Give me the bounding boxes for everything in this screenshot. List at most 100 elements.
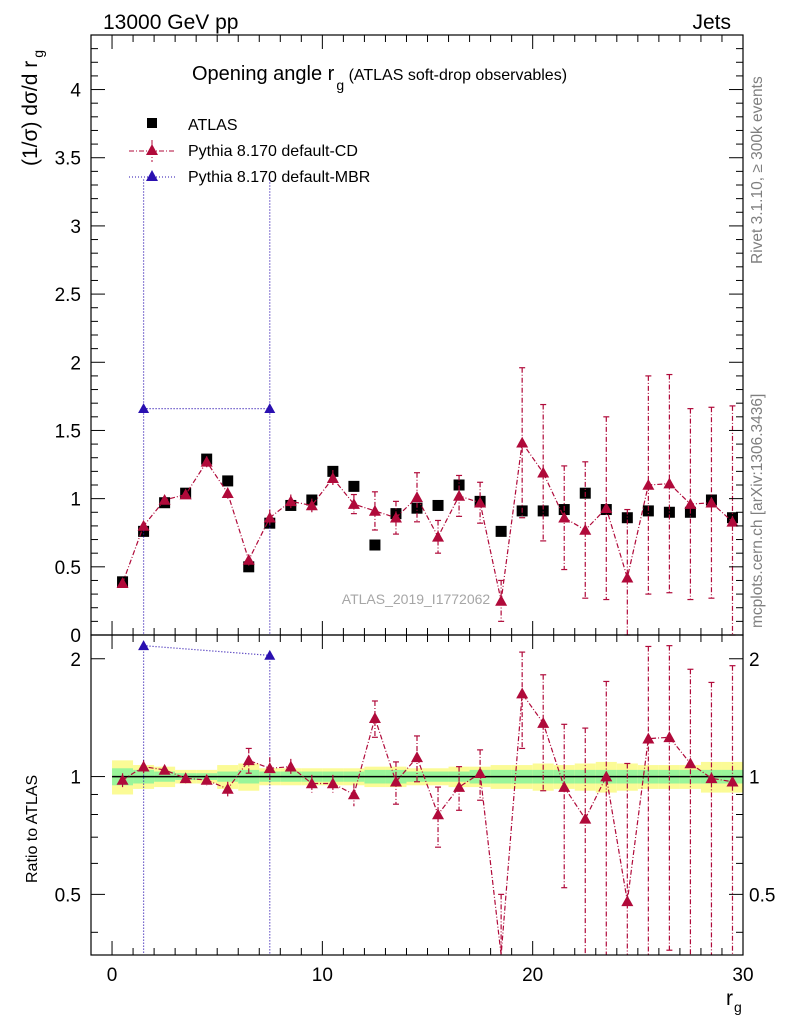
- atlas-point: [411, 502, 423, 514]
- cd-point: [537, 466, 550, 478]
- atlas-point: [537, 505, 549, 517]
- cd-point: [495, 594, 508, 606]
- cd-point: [516, 436, 529, 448]
- svg-text:(1/σ) dσ/d rg: (1/σ) dσ/d r g: [19, 50, 46, 166]
- cd-point: [200, 455, 213, 467]
- x-tick-label: 30: [732, 965, 753, 986]
- ratio-cd-point: [726, 775, 739, 787]
- ratio-mbr-series: [138, 640, 276, 955]
- ratio-cd-point: [158, 763, 171, 775]
- cd-point: [242, 554, 255, 565]
- ratio-cd-point: [242, 754, 255, 766]
- legend-mbr-label: Pythia 8.170 default-MBR: [188, 169, 370, 186]
- cd-point: [663, 477, 676, 489]
- legend-cd-marker: [146, 144, 158, 155]
- legend-cd-label: Pythia 8.170 default-CD: [188, 143, 358, 160]
- cd-point: [158, 494, 171, 505]
- ratio-y-tick-label-right: 1: [749, 768, 760, 789]
- analysis-label: ATLAS_2019_I1772062: [342, 591, 491, 607]
- cd-point: [432, 530, 445, 542]
- y-tick-label: 3.5: [55, 149, 81, 170]
- y-tick-label: 2.5: [55, 285, 81, 306]
- x-tick-label: 20: [522, 965, 543, 986]
- mbr-series: [138, 179, 276, 635]
- main-plot: 0 0.5 1 1.5 2 2.5 3 3.5 4: [55, 34, 744, 647]
- cd-point: [705, 496, 718, 508]
- ratio-cd-point: [432, 808, 445, 820]
- ratio-cd-point: [642, 732, 655, 744]
- ratio-cd-point: [663, 731, 676, 743]
- ratio-plot: 0.5 0.51 12 20 10 20 30: [55, 634, 775, 986]
- x-axis-label: rg: [726, 987, 742, 1015]
- atlas-point: [495, 525, 507, 537]
- ratio-cd-point: [116, 773, 129, 785]
- ratio-y-tick-label: 1: [70, 768, 81, 789]
- y-axis-label: (1/σ) dσ/d r g: [19, 50, 46, 166]
- ratio-cd-point: [558, 781, 571, 792]
- cd-point: [474, 496, 487, 508]
- ratio-cd-point: [263, 762, 276, 774]
- x-tick-label: 0: [107, 965, 118, 986]
- ratio-y-tick-label-right: 2: [749, 650, 760, 671]
- cd-point: [579, 524, 592, 535]
- ratio-cd-point: [411, 751, 423, 763]
- x-axis-label-sub: g: [734, 999, 742, 1015]
- ratio-cd-line: [122, 691, 733, 956]
- cd-point: [326, 472, 339, 483]
- cd-point: [116, 577, 129, 588]
- x-tick-label: 10: [312, 965, 333, 986]
- cd-point: [600, 502, 613, 513]
- header-left: 13000 GeV pp: [103, 11, 238, 34]
- cd-point: [221, 487, 234, 498]
- ratio-cd-point: [137, 760, 150, 772]
- atlas-point: [222, 475, 234, 487]
- y-axis-label-sub: g: [30, 50, 46, 58]
- legend-atlas-marker: [147, 118, 157, 128]
- cd-line: [121, 441, 733, 602]
- ratio-y-tick-label: 2: [70, 650, 81, 671]
- mcplots-label: mcplots.cern.ch [arXiv:1306.3436]: [749, 394, 766, 628]
- legend-mbr-marker: [146, 170, 158, 181]
- ratio-cd-point: [453, 781, 466, 792]
- ratio-y-tick-label-right: 0.5: [749, 885, 775, 906]
- ratio-cd-point: [221, 782, 234, 794]
- ratio-cd-point: [474, 767, 487, 779]
- y-tick-label: 1.5: [55, 421, 81, 442]
- mbr-point: [138, 403, 150, 414]
- plot-title-rest: (ATLAS soft-drop observables): [344, 67, 567, 84]
- mbr-point: [264, 403, 276, 414]
- rivet-label: Rivet 3.1.10, ≥ 300k events: [749, 76, 766, 264]
- cd-point: [411, 491, 423, 503]
- atlas-point: [243, 561, 255, 573]
- ratio-cd-point: [621, 895, 634, 907]
- atlas-point: [348, 480, 360, 492]
- ratio-y-axis-label: Ratio to ATLAS: [24, 775, 41, 883]
- cd-point: [137, 519, 150, 531]
- x-axis-label-main: r: [726, 987, 733, 1010]
- ratio-cd-series: [116, 645, 739, 956]
- cd-point: [726, 515, 739, 527]
- y-tick-label: 4: [70, 81, 81, 102]
- ratio-cd-point: [305, 777, 318, 789]
- y-axis-label-main: (1/σ) dσ/d r: [19, 61, 42, 166]
- atlas-point: [432, 499, 444, 511]
- y-tick-label: 0.5: [55, 558, 81, 579]
- ratio-cd-point: [200, 773, 213, 785]
- ratio-cd-point: [179, 772, 192, 784]
- ratio-cd-point: [684, 757, 697, 769]
- ratio-cd-point: [347, 788, 360, 800]
- y-tick-label: 1: [70, 490, 81, 511]
- cd-point: [305, 499, 318, 511]
- y-tick-label: 0: [70, 626, 81, 647]
- cd-point: [642, 479, 655, 490]
- atlas-point: [453, 479, 465, 491]
- plot-title-sub: g: [336, 77, 344, 93]
- ratio-cd-point: [284, 760, 297, 772]
- cd-point: [179, 488, 192, 500]
- cd-series: [116, 367, 739, 636]
- ratio-cd-point: [326, 777, 339, 789]
- ratio-frame: [90, 634, 744, 956]
- ratio-cd-point: [389, 775, 402, 787]
